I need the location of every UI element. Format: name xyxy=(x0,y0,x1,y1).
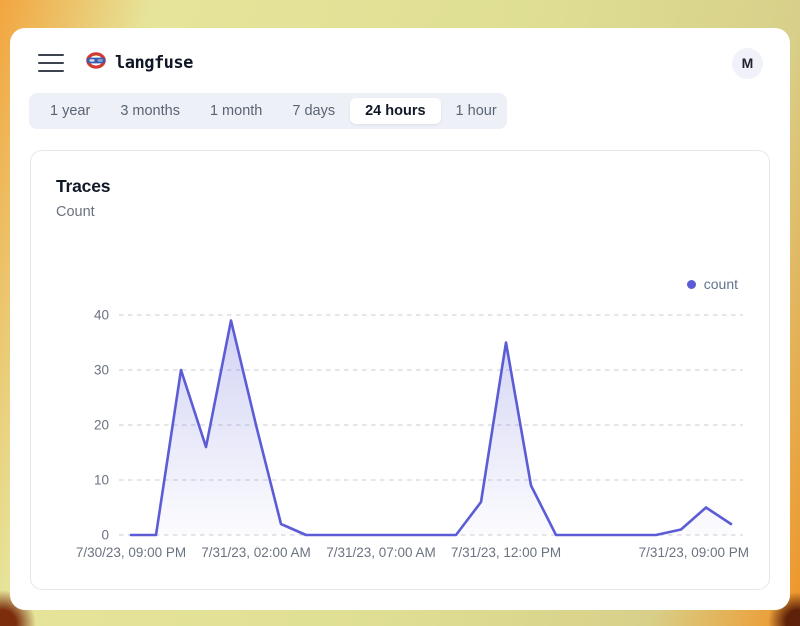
svg-text:7/31/23, 02:00 AM: 7/31/23, 02:00 AM xyxy=(201,545,311,560)
svg-text:30: 30 xyxy=(94,363,109,378)
top-bar: langfuse M xyxy=(10,28,790,92)
traces-chart[interactable]: 0 10 20 30 40 7/30/23, 09:00 PM 7/31/23, 02:00… xyxy=(31,261,771,581)
svg-text:7/31/23, 09:00 PM: 7/31/23, 09:00 PM xyxy=(639,545,749,560)
x-axis: 7/30/23, 09:00 PM 7/31/23, 02:00 AM 7/31/2… xyxy=(76,545,749,560)
tab-24-hours[interactable]: 24 hours xyxy=(350,98,441,124)
legend-dot-icon xyxy=(686,279,696,289)
tab-3-months[interactable]: 3 months xyxy=(105,98,195,124)
svg-text:7/31/23, 12:00 PM: 7/31/23, 12:00 PM xyxy=(451,545,561,560)
avatar[interactable]: M xyxy=(732,47,763,79)
svg-text:40: 40 xyxy=(94,308,109,323)
tab-1-hour[interactable]: 1 hour xyxy=(441,98,512,124)
traces-card: Traces Count count 0 10 20 30 40 7/30/23, 09:… xyxy=(30,150,770,590)
chart-subtitle: Count xyxy=(56,204,95,220)
svg-text:10: 10 xyxy=(94,473,109,488)
chart-legend: count xyxy=(686,276,738,292)
svg-text:7/30/23, 09:00 PM: 7/30/23, 09:00 PM xyxy=(76,545,186,560)
area-series xyxy=(131,320,731,535)
menu-icon[interactable] xyxy=(38,53,64,73)
langfuse-knot-logo-icon xyxy=(86,52,106,74)
svg-text:20: 20 xyxy=(94,418,109,433)
time-range-tabs: 1 year 3 months 1 month 7 days 24 hours 1 hou… xyxy=(29,93,507,129)
brand[interactable]: langfuse xyxy=(86,52,193,74)
app-window: langfuse M 1 year 3 months 1 month 7 days 24… xyxy=(10,28,790,610)
svg-text:7/31/23, 07:00 AM: 7/31/23, 07:00 AM xyxy=(326,545,436,560)
tab-1-month[interactable]: 1 month xyxy=(195,98,277,124)
y-axis: 0 10 20 30 40 xyxy=(94,308,109,543)
chart-title: Traces xyxy=(56,176,111,196)
legend-label: count xyxy=(703,276,738,292)
brand-name: langfuse xyxy=(115,53,193,73)
line-series xyxy=(129,319,733,537)
tab-1-year[interactable]: 1 year xyxy=(35,98,105,124)
svg-text:0: 0 xyxy=(101,528,109,543)
tab-7-days[interactable]: 7 days xyxy=(277,98,350,124)
